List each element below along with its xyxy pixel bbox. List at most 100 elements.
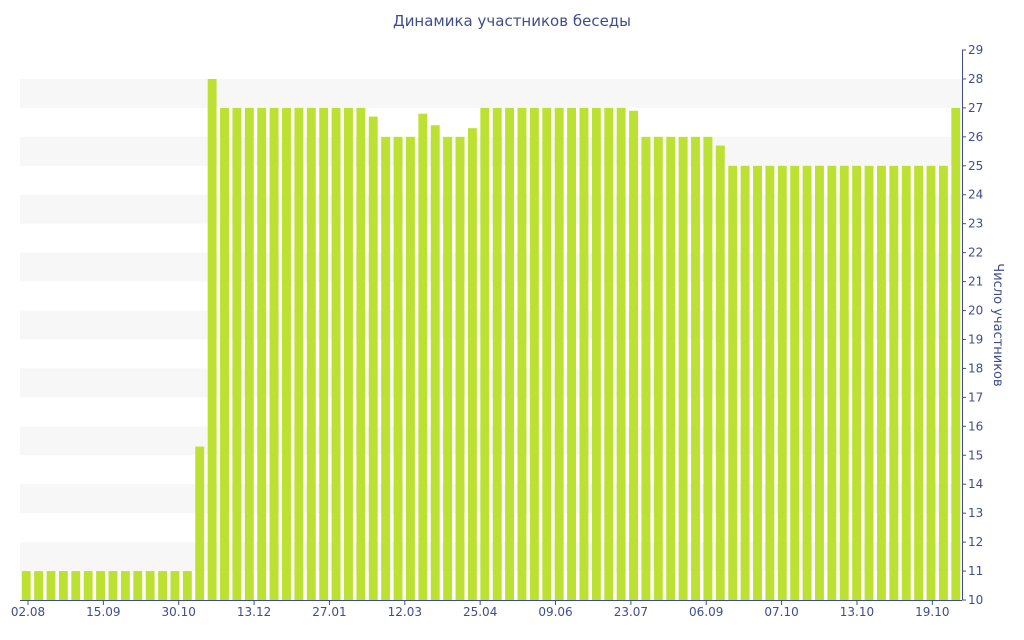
bar[interactable]	[864, 165, 874, 601]
bar[interactable]	[381, 136, 391, 600]
bar[interactable]	[443, 136, 453, 600]
bar[interactable]	[195, 446, 205, 600]
x-tick-label: 23.07	[614, 605, 648, 619]
y-axis-label: Число участников	[990, 263, 1005, 386]
y-tick-label: 15	[968, 448, 983, 462]
x-tick-label: 19.10	[915, 605, 949, 619]
y-tick-label: 10	[968, 593, 983, 607]
bar[interactable]	[678, 136, 688, 600]
bar[interactable]	[430, 125, 440, 600]
bar[interactable]	[579, 107, 589, 600]
bar[interactable]	[145, 571, 155, 600]
bar[interactable]	[257, 107, 267, 600]
bar[interactable]	[170, 571, 180, 600]
bar[interactable]	[542, 107, 552, 600]
y-tick-label: 27	[968, 101, 983, 115]
bar[interactable]	[120, 571, 130, 600]
bar[interactable]	[467, 128, 477, 600]
bar[interactable]	[133, 571, 143, 600]
bar[interactable]	[356, 107, 366, 600]
bar[interactable]	[108, 571, 118, 600]
y-tick-label: 29	[968, 43, 983, 57]
bar[interactable]	[232, 107, 242, 600]
bar[interactable]	[839, 165, 849, 601]
bar[interactable]	[455, 136, 465, 600]
bar[interactable]	[901, 165, 911, 601]
y-tick-label: 12	[968, 535, 983, 549]
bar[interactable]	[244, 107, 254, 600]
bar[interactable]	[344, 107, 353, 600]
y-tick-label: 24	[968, 188, 983, 202]
bar[interactable]	[83, 571, 93, 600]
bar[interactable]	[703, 136, 713, 600]
bar[interactable]	[282, 107, 291, 600]
bar[interactable]	[641, 136, 651, 600]
bar[interactable]	[802, 165, 812, 601]
bar[interactable]	[728, 165, 738, 601]
bar[interactable]	[418, 113, 428, 601]
bar[interactable]	[158, 571, 167, 600]
bar[interactable]	[567, 107, 577, 600]
bar[interactable]	[182, 571, 192, 600]
bar[interactable]	[368, 116, 378, 600]
bar[interactable]	[71, 571, 81, 600]
bar[interactable]	[876, 165, 886, 601]
bar[interactable]	[790, 165, 800, 601]
bar[interactable]	[815, 165, 824, 601]
y-tick-label: 21	[968, 275, 983, 289]
x-tick-label: 06.09	[689, 605, 723, 619]
y-tick-label: 26	[968, 130, 983, 144]
bar[interactable]	[604, 107, 614, 600]
bar[interactable]	[554, 107, 564, 600]
bar[interactable]	[691, 136, 700, 600]
bar[interactable]	[852, 165, 862, 601]
y-tick-label: 11	[968, 564, 983, 578]
x-tick-label: 09.06	[538, 605, 572, 619]
bar[interactable]	[914, 165, 924, 601]
x-tick-label: 25.04	[463, 605, 497, 619]
bar[interactable]	[827, 165, 837, 601]
bar[interactable]	[666, 136, 676, 600]
bar[interactable]	[529, 107, 539, 600]
bar[interactable]	[753, 165, 762, 601]
y-tick-label: 25	[968, 159, 983, 173]
bar[interactable]	[765, 165, 775, 601]
bar[interactable]	[889, 165, 899, 601]
bar[interactable]	[269, 107, 279, 600]
bar[interactable]	[207, 78, 217, 600]
bar[interactable]	[777, 165, 787, 601]
bar[interactable]	[715, 145, 725, 600]
bar[interactable]	[505, 107, 515, 600]
bar[interactable]	[405, 136, 415, 600]
bar[interactable]	[294, 107, 304, 600]
bar[interactable]	[21, 571, 31, 600]
bar[interactable]	[653, 136, 663, 600]
bar[interactable]	[220, 107, 229, 600]
x-tick-label: 30.10	[162, 605, 196, 619]
bar[interactable]	[393, 136, 403, 600]
bar[interactable]	[480, 107, 490, 600]
x-tick-label: 15.09	[86, 605, 120, 619]
y-tick-label: 14	[968, 477, 983, 491]
bar[interactable]	[616, 107, 626, 600]
bar[interactable]	[517, 107, 527, 600]
bar[interactable]	[58, 571, 68, 600]
bar[interactable]	[319, 107, 329, 600]
bar[interactable]	[492, 107, 502, 600]
bar[interactable]	[306, 107, 316, 600]
y-tick-label: 18	[968, 361, 983, 375]
bar[interactable]	[629, 110, 638, 600]
bar[interactable]	[591, 107, 601, 600]
bar[interactable]	[926, 165, 936, 601]
chart-title: Динамика участников беседы	[392, 12, 632, 30]
x-tick-label: 07.10	[764, 605, 798, 619]
bar[interactable]	[740, 165, 750, 601]
bar[interactable]	[331, 107, 341, 600]
bar[interactable]	[938, 165, 948, 601]
bar[interactable]	[951, 107, 961, 600]
bar[interactable]	[46, 571, 56, 600]
x-tick-label: 02.08	[11, 605, 45, 619]
bar[interactable]	[34, 571, 44, 600]
bar[interactable]	[96, 571, 106, 600]
